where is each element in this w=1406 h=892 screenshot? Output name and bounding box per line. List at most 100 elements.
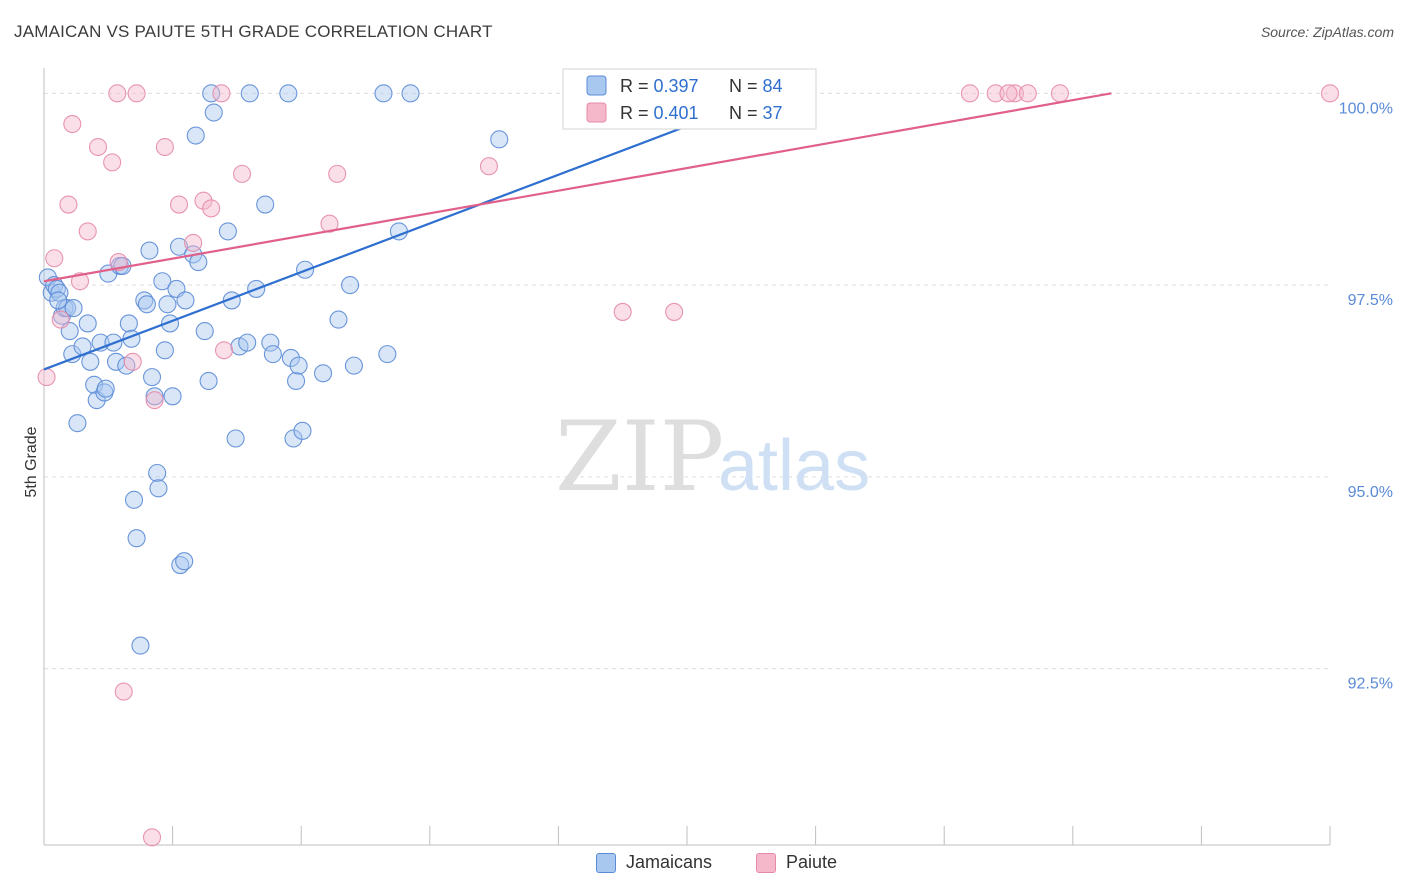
point-jamaicans bbox=[341, 276, 360, 295]
legend-item-jamaicans: Jamaicans bbox=[596, 852, 712, 873]
point-paiute bbox=[986, 84, 1005, 103]
point-jamaicans bbox=[279, 84, 298, 103]
point-jamaicans bbox=[163, 387, 182, 406]
point-jamaicans bbox=[148, 463, 167, 483]
point-jamaicans bbox=[238, 333, 257, 352]
legend-top: R = 0.397 N = 84 R = 0.401 N = 37 bbox=[562, 68, 817, 130]
point-jamaicans bbox=[153, 272, 172, 291]
point-paiute bbox=[63, 114, 82, 134]
point-jamaicans bbox=[142, 368, 162, 387]
point-paiute bbox=[78, 222, 97, 241]
point-jamaicans bbox=[119, 314, 138, 333]
svg-text:N = 84: N = 84 bbox=[729, 76, 783, 96]
point-jamaicans bbox=[226, 429, 245, 448]
point-paiute bbox=[88, 137, 108, 157]
point-jamaicans bbox=[127, 529, 146, 548]
point-jamaicans bbox=[137, 295, 156, 314]
point-paiute bbox=[103, 153, 122, 172]
tick-labels: 92.5%95.0%97.5%100.0%0.0%100.0% bbox=[1339, 100, 1393, 692]
y-tick-label: 97.5% bbox=[1348, 292, 1393, 309]
y-tick-label: 100.0% bbox=[1339, 100, 1393, 117]
point-jamaicans bbox=[158, 295, 177, 314]
point-jamaicans bbox=[263, 345, 282, 364]
point-jamaicans bbox=[169, 237, 189, 256]
point-paiute bbox=[613, 302, 632, 321]
point-paiute bbox=[214, 341, 234, 360]
point-jamaicans bbox=[261, 333, 280, 352]
point-jamaicans bbox=[287, 371, 306, 391]
legend-n-value-paiute: 37 bbox=[763, 103, 783, 123]
point-paiute bbox=[479, 157, 499, 176]
point-jamaicans bbox=[78, 314, 97, 333]
point-paiute bbox=[1320, 84, 1340, 103]
chart-title: JAMAICAN VS PAIUTE 5TH GRADE CORRELATION… bbox=[14, 22, 493, 41]
legend-swatch-paiute bbox=[586, 102, 607, 123]
point-jamaicans bbox=[344, 356, 363, 375]
point-paiute bbox=[1050, 84, 1069, 103]
legend-swatch-paiute bbox=[756, 852, 776, 873]
trendline-jamaicans bbox=[43, 115, 714, 371]
watermark-zip: ZIP bbox=[555, 401, 724, 513]
point-jamaicans bbox=[64, 299, 83, 318]
legend-r-value-jamaicans: 0.397 bbox=[654, 76, 699, 96]
point-jamaicans bbox=[204, 103, 223, 122]
source-label: Source: ZipAtlas.com bbox=[1260, 24, 1394, 40]
point-paiute bbox=[59, 195, 78, 214]
legend-n-label: N = bbox=[729, 103, 763, 123]
point-jamaicans bbox=[149, 479, 168, 498]
legend-n-label: N = bbox=[729, 76, 763, 96]
point-jamaicans bbox=[374, 84, 393, 103]
point-jamaicans bbox=[81, 352, 100, 371]
point-jamaicans bbox=[195, 322, 214, 341]
legend-r-label: R = bbox=[620, 103, 654, 123]
point-paiute bbox=[142, 828, 162, 847]
point-paiute bbox=[114, 682, 133, 701]
point-jamaicans bbox=[289, 356, 308, 375]
point-paiute bbox=[45, 249, 64, 268]
legend-n-value-jamaicans: 84 bbox=[763, 76, 783, 96]
point-paiute bbox=[999, 84, 1018, 103]
point-jamaicans bbox=[378, 345, 397, 364]
point-jamaicans bbox=[240, 84, 259, 103]
point-jamaicans bbox=[68, 414, 87, 433]
point-paiute bbox=[232, 164, 252, 183]
point-paiute bbox=[127, 84, 146, 103]
point-paiute bbox=[184, 233, 203, 252]
series-paiute bbox=[37, 84, 1340, 847]
point-paiute bbox=[1005, 84, 1024, 103]
point-paiute bbox=[202, 199, 221, 218]
series-jamaicans bbox=[38, 84, 658, 655]
trend-lines bbox=[43, 92, 1112, 371]
point-paiute bbox=[37, 368, 56, 387]
legend-bottom: Jamaicans Paiute bbox=[0, 852, 1406, 876]
legend-label-paiute: Paiute bbox=[786, 852, 838, 872]
svg-text:N = 37: N = 37 bbox=[729, 103, 783, 123]
point-jamaicans bbox=[131, 636, 150, 655]
point-jamaicans bbox=[199, 371, 218, 391]
point-paiute bbox=[320, 214, 339, 233]
point-paiute bbox=[108, 84, 127, 103]
point-paiute bbox=[123, 352, 142, 371]
point-paiute bbox=[51, 310, 70, 329]
point-paiute bbox=[960, 84, 979, 103]
point-jamaicans bbox=[329, 310, 348, 329]
point-paiute bbox=[328, 164, 347, 183]
point-jamaicans bbox=[85, 375, 104, 394]
point-jamaicans bbox=[490, 130, 509, 149]
svg-text:R = 0.397: R = 0.397 bbox=[620, 76, 699, 96]
point-jamaicans bbox=[314, 364, 333, 383]
y-axis-label: 5th Grade bbox=[23, 426, 40, 497]
watermark-atlas: atlas bbox=[718, 426, 870, 506]
scatter-chart: ZIP atlas 92.5%95.0%97.5%100.0%0.0%100.0… bbox=[23, 68, 1393, 847]
point-jamaicans bbox=[218, 222, 237, 241]
axes bbox=[43, 68, 1331, 846]
point-jamaicans bbox=[140, 241, 159, 260]
point-paiute bbox=[169, 195, 189, 214]
svg-text:R = 0.401: R = 0.401 bbox=[620, 103, 699, 123]
legend-swatch-jamaicans bbox=[586, 75, 607, 96]
point-jamaicans bbox=[186, 126, 205, 145]
point-paiute bbox=[145, 391, 164, 410]
legend-label-jamaicans: Jamaicans bbox=[626, 852, 713, 872]
legend-swatch-jamaicans bbox=[596, 852, 616, 873]
legend-item-paiute: Paiute bbox=[756, 852, 837, 873]
